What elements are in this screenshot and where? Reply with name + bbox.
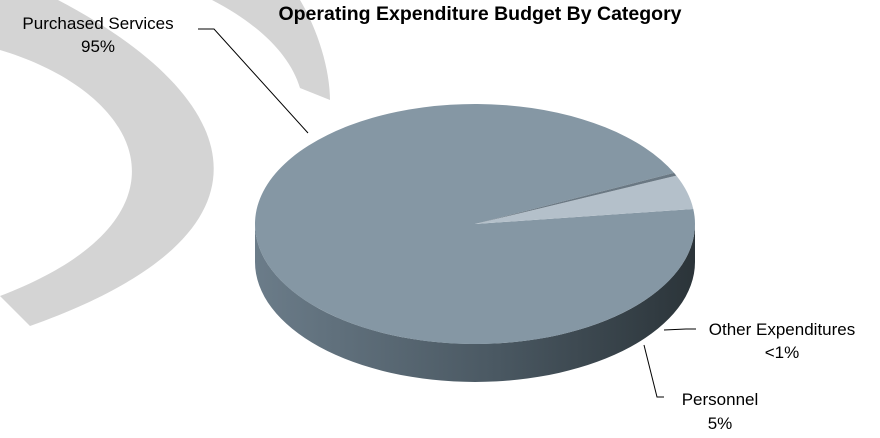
watermark-arc-upper bbox=[212, 0, 330, 100]
slice-label-personnel-name: Personnel bbox=[682, 390, 759, 409]
leader-purchased-services bbox=[198, 28, 309, 134]
watermark-arc bbox=[0, 0, 214, 326]
pie-side-purchased-services bbox=[255, 224, 695, 382]
leader-other-expenditures bbox=[663, 328, 696, 331]
pie-slice-other-expenditures bbox=[475, 172, 677, 224]
leader-personnel bbox=[643, 344, 664, 398]
pie-top bbox=[255, 104, 696, 345]
slice-label-personnel-value: 5% bbox=[708, 414, 733, 433]
slice-label-other-expenditures-name: Other Expenditures bbox=[709, 320, 855, 339]
pie-slice-purchased-services bbox=[255, 104, 696, 345]
slice-label-purchased-services-name: Purchased Services bbox=[22, 14, 173, 33]
slice-label-purchased-services-value: 95% bbox=[81, 37, 115, 56]
chart-title: Operating Expenditure Budget By Category bbox=[278, 3, 681, 25]
pie-slice-personnel bbox=[475, 175, 694, 224]
pie-3d-side bbox=[255, 224, 695, 382]
slice-label-other-expenditures-value: <1% bbox=[765, 343, 800, 362]
